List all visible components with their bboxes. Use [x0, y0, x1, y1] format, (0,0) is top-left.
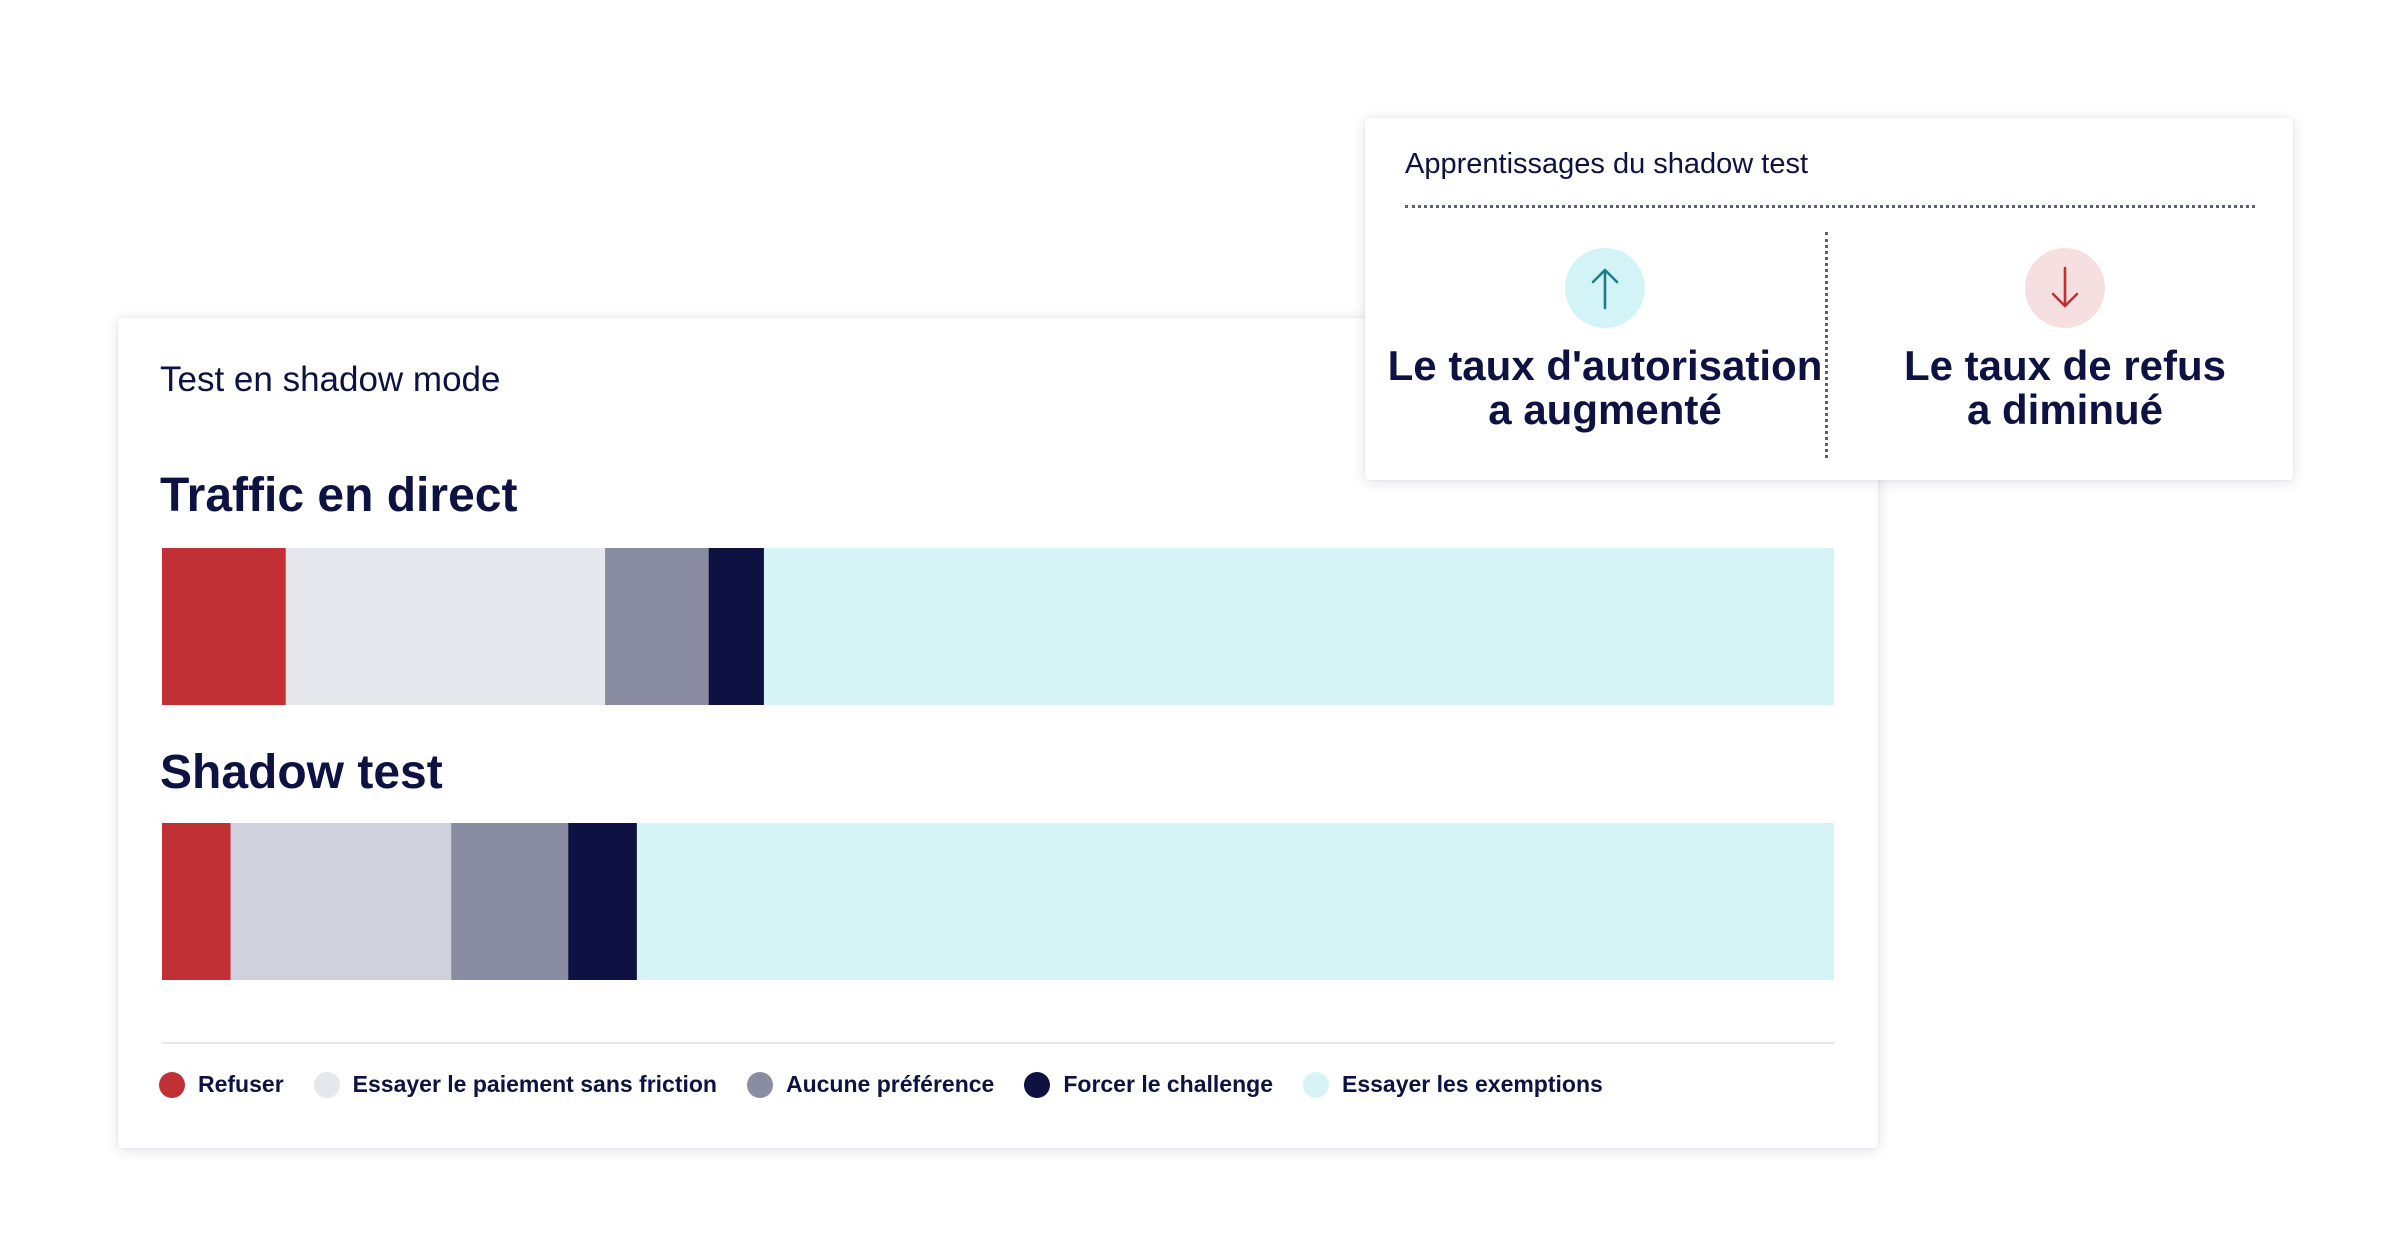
- arrow-down-icon: [2025, 248, 2105, 328]
- stacked-bar-live-traffic: [162, 548, 1834, 705]
- legend-swatch: [159, 1071, 185, 1098]
- legend-item: Essayer les exemptions: [1302, 1071, 1603, 1098]
- learnings-title: Apprentissages du shadow test: [1405, 148, 1809, 180]
- insight-decline-rate: Le taux de refus a diminué: [1845, 248, 2285, 432]
- legend-item: Forcer le challenge: [1024, 1071, 1273, 1098]
- legend-label: Essayer les exemptions: [1341, 1071, 1603, 1097]
- insight-text-line1: Le taux d'autorisation: [1387, 342, 1823, 389]
- bar-segment-1: [230, 823, 452, 980]
- dotted-divider-horizontal: [1405, 205, 2255, 208]
- bar-segment-1: [285, 548, 606, 705]
- bar-segment-4: [763, 548, 1834, 705]
- bar-segment-4: [636, 823, 1834, 980]
- legend-item: Aucune préférence: [746, 1071, 995, 1098]
- stacked-bar-svg: [162, 548, 1834, 705]
- legend-label: Essayer le paiement sans friction: [352, 1071, 717, 1097]
- insight-text-line2: a augmenté: [1488, 386, 1722, 433]
- chart-legend: Refuser Essayer le paiement sans friction…: [159, 1071, 1633, 1098]
- bar-segment-0: [162, 823, 232, 980]
- legend-label: Forcer le challenge: [1063, 1071, 1273, 1097]
- bar-segment-3: [708, 548, 765, 705]
- insight-text-line1: Le taux de refus: [1903, 342, 2227, 389]
- legend-label: Refuser: [198, 1071, 284, 1097]
- row-label-shadow-test: Shadow test: [160, 746, 443, 799]
- legend-divider: [162, 1042, 1834, 1044]
- legend-swatch: [1024, 1071, 1051, 1098]
- bar-segment-2: [605, 548, 710, 705]
- bar-segment-3: [568, 823, 638, 980]
- insight-text-line2: a diminué: [1966, 386, 2164, 433]
- bar-segment-0: [162, 548, 287, 705]
- legend-label: Aucune préférence: [785, 1071, 995, 1097]
- shadow-test-learnings-card: Apprentissages du shadow test Le taux d'…: [1365, 118, 2293, 480]
- legend-item: Essayer le paiement sans friction: [313, 1071, 717, 1098]
- row-label-live-traffic: Traffic en direct: [160, 469, 518, 522]
- insight-authorization-rate: Le taux d'autorisation a augmenté: [1385, 248, 1825, 432]
- stacked-bar-shadow-test: [162, 823, 1834, 980]
- dotted-divider-vertical: [1825, 232, 1828, 458]
- stacked-bar-svg: [162, 823, 1834, 980]
- bar-segment-2: [451, 823, 569, 980]
- legend-item: Refuser: [159, 1071, 284, 1098]
- arrow-up-icon: [1565, 248, 1645, 328]
- legend-swatch: [746, 1071, 773, 1098]
- card-title: Test en shadow mode: [160, 360, 501, 399]
- legend-swatch: [1302, 1071, 1329, 1098]
- legend-swatch: [313, 1071, 340, 1098]
